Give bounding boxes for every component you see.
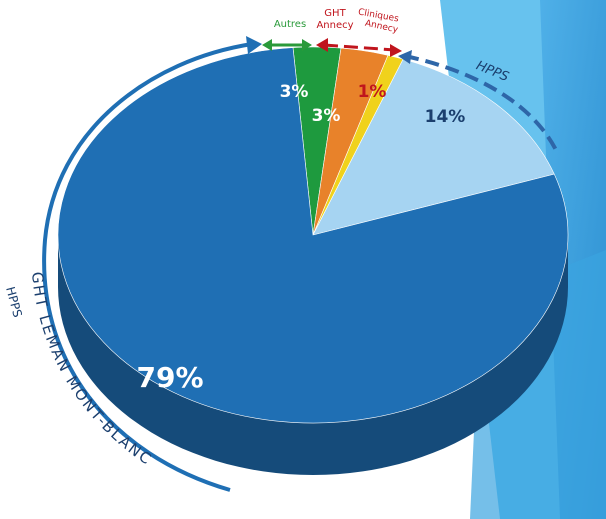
hpps-arrow <box>404 54 558 151</box>
ght-leman-arrowhead <box>246 36 262 54</box>
label-79: 79% <box>136 361 203 394</box>
ght-leman-arc <box>42 42 253 492</box>
label-ght-annecy-pct: 3% <box>312 106 341 126</box>
pie-side-0-0 <box>58 235 568 475</box>
annecy-arrow <box>323 43 396 52</box>
annecy-arrowhead-right <box>390 44 402 57</box>
annotation-autres: Autres <box>274 19 306 30</box>
label-cliniques-pct: 1% <box>358 82 387 102</box>
autres-arrowhead-right <box>302 39 312 51</box>
hpps-arrowhead <box>398 50 412 64</box>
label-hpps-pct: 14% <box>425 107 466 127</box>
annecy-arrowhead-left <box>316 38 328 52</box>
annotation-ght-annecy-1: GHT <box>324 8 346 19</box>
annotation-ght-annecy-2: Annecy <box>316 20 353 31</box>
label-autres-pct: 3% <box>280 82 309 102</box>
pie-slice-0 <box>57 47 569 424</box>
pie-sides <box>58 235 568 475</box>
pie-slice-4 <box>312 58 555 236</box>
autres-arrowhead-left <box>262 39 272 51</box>
pie-tops <box>57 46 569 424</box>
annotation-hpps-cut: HPPS <box>3 285 25 319</box>
